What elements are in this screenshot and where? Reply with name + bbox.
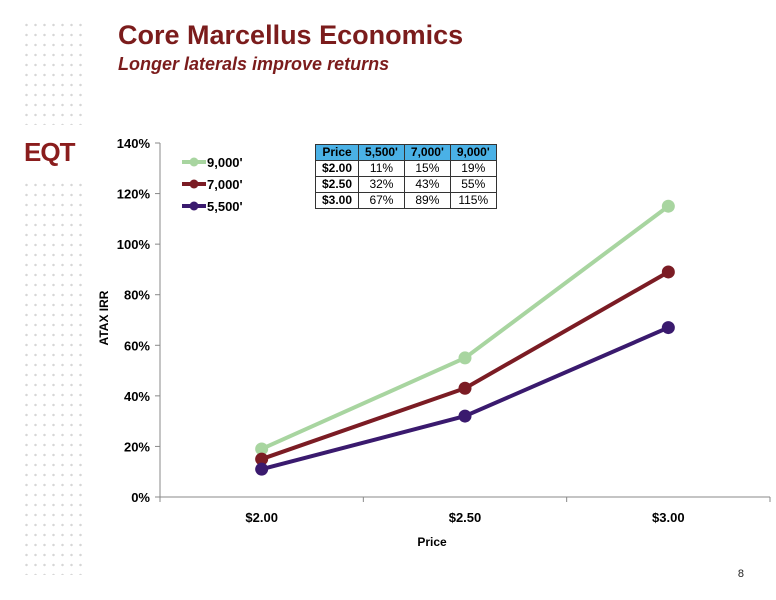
page-title: Core Marcellus Economics	[118, 20, 464, 50]
table-cell: 55%	[449, 176, 497, 193]
eqt-logo: EQT	[24, 137, 80, 167]
table-cell: 115%	[449, 192, 497, 209]
table-row: $3.00 67% 89% 115%	[314, 192, 497, 209]
data-point	[458, 381, 472, 395]
legend-swatch-marker	[189, 157, 199, 167]
y-tick-label: 60%	[124, 338, 150, 353]
data-point	[255, 462, 269, 476]
y-tick-label: 120%	[117, 187, 151, 202]
legend-label: 7,000'	[207, 177, 243, 192]
legend-label: 9,000'	[207, 155, 243, 170]
dot-pattern-bottom	[22, 180, 84, 575]
x-axis-title: Price	[417, 535, 447, 549]
table-row: $2.00 11% 15% 19%	[314, 160, 497, 177]
data-point	[458, 409, 472, 423]
page-number: 8	[737, 568, 744, 580]
table-header-cell: Price	[314, 144, 360, 161]
table-cell: $3.00	[314, 192, 360, 209]
table-header-cell: 5,500'	[358, 144, 405, 161]
table-cell: $2.00	[314, 160, 360, 177]
y-tick-label: 80%	[124, 288, 150, 303]
table-cell: 89%	[403, 192, 451, 209]
table-cell: 15%	[403, 160, 451, 177]
table-header-row: Price 5,500' 7,000' 9,000'	[314, 144, 497, 161]
table-cell: 11%	[358, 160, 405, 177]
y-tick-label: 140%	[117, 136, 151, 151]
chart-series	[255, 199, 675, 476]
page-subtitle: Longer laterals improve returns	[118, 54, 390, 74]
y-tick-label: 40%	[124, 389, 150, 404]
y-tick-label: 100%	[117, 237, 151, 252]
data-point	[661, 199, 675, 213]
data-point	[255, 452, 269, 466]
table-header-cell: 7,000'	[403, 144, 451, 161]
table-header-cell: 9,000'	[449, 144, 497, 161]
legend-swatch-marker	[189, 179, 199, 189]
y-tick-label: 20%	[124, 439, 150, 454]
table-cell: 19%	[449, 160, 497, 177]
data-point	[458, 351, 472, 365]
x-tick-label: $3.00	[652, 510, 685, 525]
x-tick-label: $2.00	[245, 510, 278, 525]
legend-swatch-marker	[189, 201, 199, 211]
table-cell: 43%	[403, 176, 451, 193]
dot-pattern-top	[22, 20, 84, 125]
table-cell: 67%	[358, 192, 405, 209]
legend-label: 5,500'	[207, 199, 243, 214]
chart-legend: 9,000' 7,000' 5,500'	[182, 155, 243, 214]
table-row: $2.50 32% 43% 55%	[314, 176, 497, 193]
table-cell: $2.50	[314, 176, 360, 193]
data-point	[661, 265, 675, 279]
irr-data-table: Price 5,500' 7,000' 9,000' $2.00 11% 15%…	[314, 144, 497, 209]
chart-axes: 0%20%40%60%80%100%120%140%$2.00 $2.50 $3.0…	[97, 136, 771, 549]
table-cell: 32%	[358, 176, 405, 193]
y-tick-label: 0%	[131, 490, 150, 505]
data-point	[661, 321, 675, 335]
x-tick-label: $2.50	[449, 510, 482, 525]
logo-text: EQT	[24, 137, 75, 167]
y-axis-title: ATAX IRR	[97, 290, 111, 345]
series-line	[261, 270, 670, 461]
series-line	[261, 325, 670, 472]
data-point	[255, 442, 269, 456]
